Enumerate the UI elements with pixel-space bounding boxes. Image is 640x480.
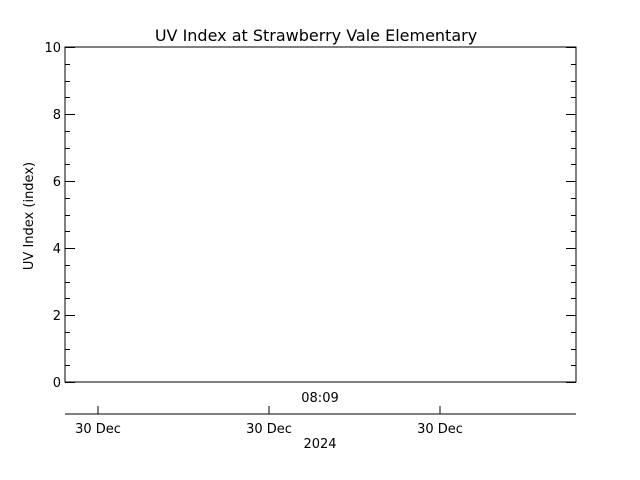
y-tick-label-6: 6 (53, 175, 61, 190)
y-tick-label-10: 10 (44, 41, 61, 56)
y-axis-tick-labels: 0 2 4 6 8 10 (44, 41, 61, 391)
y-tick-label-4: 4 (53, 242, 61, 257)
x-year-label: 2024 (303, 437, 336, 452)
x-date-tick-label-2: 30 Dec (246, 422, 292, 437)
x-date-tick-label-3: 30 Dec (417, 422, 463, 437)
plot-area-frame (64, 46, 577, 383)
y-tick-label-0: 0 (53, 376, 61, 391)
x-date-tick-label-1: 30 Dec (75, 422, 121, 437)
x-time-label: 08:09 (301, 391, 338, 406)
y-axis-ticks (65, 47, 576, 383)
y-axis-label: UV Index (index) (22, 162, 37, 270)
chart-title: UV Index at Strawberry Vale Elementary (155, 26, 477, 45)
y-tick-label-2: 2 (53, 309, 61, 324)
y-tick-label-8: 8 (53, 108, 61, 123)
